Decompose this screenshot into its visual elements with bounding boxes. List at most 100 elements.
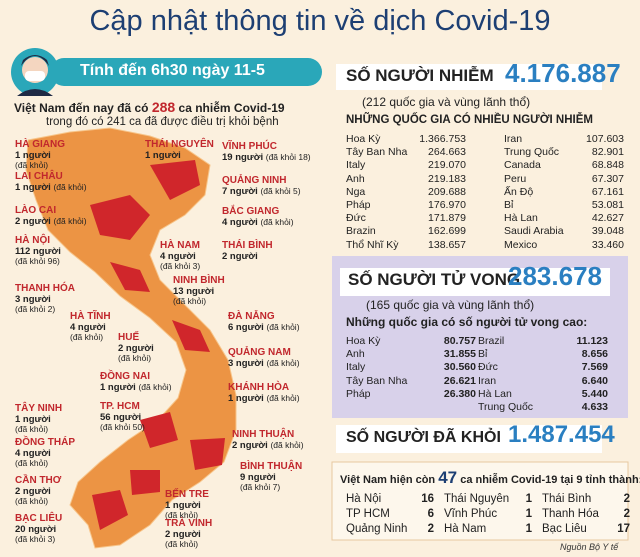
province-detail: (đã khỏi) [15,459,48,469]
remaining-lead: Việt Nam hiện còn [340,474,436,486]
province-count: 1 [525,493,532,505]
province-cases: 3 người [15,294,51,305]
province-cases: 4 người [160,251,196,262]
province-note: (đã khỏi) [15,496,49,506]
country-name: Trung Quốc [478,401,534,413]
province-note: (đã khỏi) [53,216,87,226]
country-name: Brazin [346,225,376,238]
date-banner: Tính đến 6h30 ngày 11-5 [80,62,265,79]
country-cases: 138.657 [428,238,466,251]
country-name: Tây Ban Nha [346,146,408,159]
country-cases: 219.183 [428,172,466,185]
province-cases: 56 người [100,412,142,423]
province-note: (đã khỏi) [260,217,294,227]
country-name: Pháp [346,199,371,211]
country-name: Hoa Kỳ [346,335,381,347]
province-detail: 1 người [165,501,201,511]
country-name: Hoa Kỳ [346,133,381,145]
country-deaths: 6.640 [581,374,608,387]
infected-value: 4.176.887 [505,58,621,88]
country-name: Trung Quốc [504,146,560,159]
province-name: HÀ NAM [160,240,200,251]
country-cases: 68.848 [591,159,624,172]
deaths-header-box [340,268,610,296]
country-name: Saudi Arabia [504,225,564,238]
province-detail: (đã khỏi 96) [15,257,60,267]
province-cases: 112 người [15,246,61,257]
country-name: Nga [346,185,366,198]
province-detail: (đã khỏi) [173,297,206,307]
map-hotspot [150,160,200,200]
infected-subtitle: (212 quốc gia và vùng lãnh thổ) [362,95,531,109]
province-cases: 1 người [165,500,201,511]
province-note: (đã khỏi) [15,424,49,434]
province-note: (đã khỏi) [266,393,300,403]
country-name: Bỉ [478,348,488,361]
province-detail: 3 người (đã khỏi) [228,359,300,369]
province-detail: 2 người (đã khỏi) [232,441,304,451]
province-name: LÀO CAI [15,205,57,216]
province-name: Quảng Ninh [346,523,408,535]
province-detail: 2 người [118,344,154,354]
province-detail: (đã khỏi) [70,333,103,343]
province-cases: 2 người [222,251,258,262]
country-name: Iran [504,133,523,145]
province-cases: 2 người [15,216,51,227]
province-name: THANH HÓA [15,283,75,294]
map-hotspot [130,470,160,495]
province-name: TÂY NINH [15,403,63,414]
map-hotspot [110,262,150,292]
province-note: (đã khỏi 3) [160,261,201,271]
country-cases: 53.081 [591,199,624,211]
country-cases: 209.688 [428,185,466,198]
map-hotspot [190,438,225,470]
province-note: (đã khỏi) [118,353,152,363]
province-note: (đã khỏi) [53,182,87,192]
province-note: (đã khỏi) [266,322,300,332]
province-detail: (đã khỏi) [15,161,48,171]
remaining-lead-end: ca nhiễm Covid-19 tại 9 tỉnh thành: [460,474,640,486]
province-name: TP HCM [346,508,390,520]
province-cases: 7 người [222,186,258,197]
country-name: Hà Lan [478,387,512,400]
country-name: Hà Lan [504,212,538,225]
deaths-list-title: Những quốc gia có số người tử vong cao: [346,315,588,329]
country-deaths: 30.560 [443,361,476,374]
province-cases: 2 người [232,440,268,451]
date-banner-bg [50,58,322,86]
province-detail: (đã khỏi) [15,425,48,435]
province-detail: 56 người [100,413,141,423]
province-detail: (đã khỏi 7) [240,483,280,493]
country-deaths: 7.569 [581,361,608,374]
province-name: VĨNH PHÚC [222,141,278,152]
province-detail: 2 người [15,487,51,497]
province-note: (đã khỏi 18) [265,152,311,162]
province-note: (đã khỏi) [266,358,300,368]
summary-lead: Việt Nam đến nay đã có [14,101,149,115]
province-name: Bạc Liêu [542,523,587,535]
recovered-value: 1.487.454 [508,421,615,448]
province-note: (đã khỏi) [70,332,104,342]
province-detail: 3 người [15,295,51,305]
country-name: Anh [346,172,365,185]
country-cases: 42.627 [591,212,624,225]
province-cases: 3 người [228,358,264,369]
province-name: Hà Nội [346,493,382,505]
province-cases: 1 người [228,393,264,404]
province-detail: 2 người [165,530,201,540]
province-name: CẦN THƠ [15,475,62,486]
province-name: BẾN TRE [165,489,209,500]
map-hotspot [92,490,128,530]
province-detail: (đã khỏi 3) [160,262,200,272]
province-detail: 4 người [70,323,106,333]
province-cases: 1 người [15,182,51,193]
country-name: Anh [346,348,365,361]
icon-hair [21,55,49,66]
vietnam-summary: Việt Nam đến nay đã có 288 ca nhiễm Covi… [14,100,285,115]
country-deaths: 8.656 [581,348,608,361]
country-deaths: 5.440 [581,387,608,400]
province-name: TRÀ VINH [165,518,213,529]
province-detail: 1 người (đã khỏi) [15,183,87,193]
